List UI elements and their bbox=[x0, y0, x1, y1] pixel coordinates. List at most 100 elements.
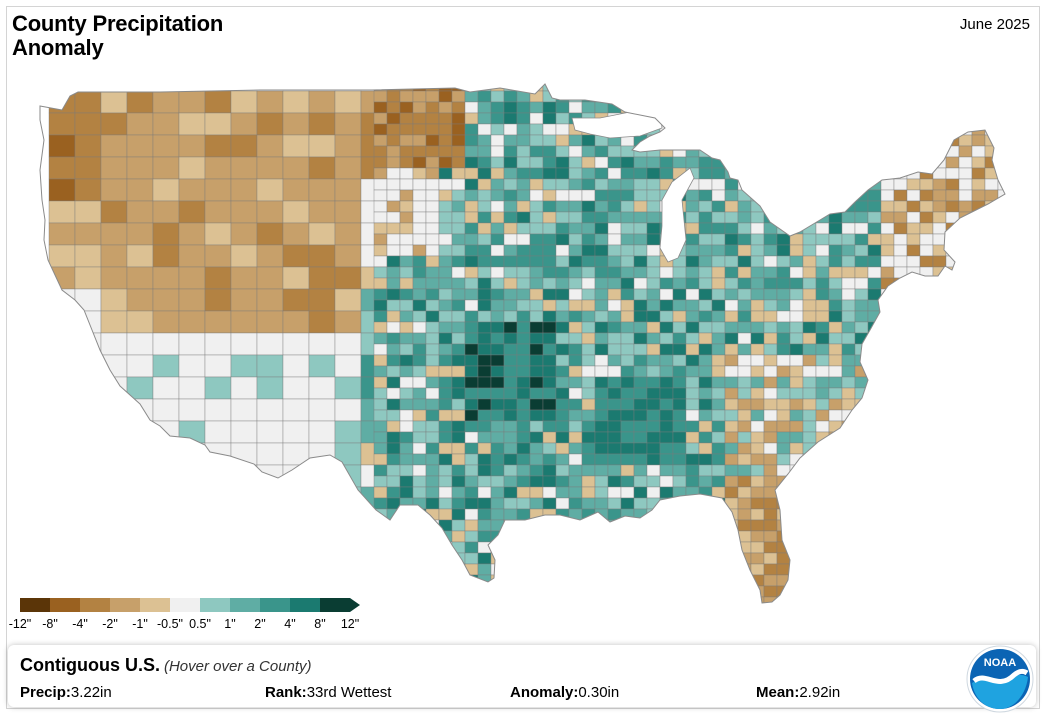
county-cell[interactable] bbox=[906, 552, 921, 565]
county-cell[interactable] bbox=[802, 189, 817, 202]
county-cell[interactable] bbox=[412, 332, 427, 345]
county-cell[interactable] bbox=[373, 167, 388, 180]
county-cell[interactable] bbox=[399, 189, 414, 202]
county-cell[interactable] bbox=[386, 541, 401, 554]
county-cell[interactable] bbox=[945, 90, 960, 103]
county-cell[interactable] bbox=[542, 497, 557, 510]
county-cell[interactable] bbox=[828, 189, 843, 202]
county-cell[interactable] bbox=[737, 277, 752, 290]
county-cell[interactable] bbox=[503, 486, 518, 499]
county-cell[interactable] bbox=[789, 244, 804, 257]
county-cell[interactable] bbox=[529, 244, 544, 257]
county-cell[interactable] bbox=[412, 167, 427, 180]
county-cell[interactable] bbox=[919, 101, 934, 114]
county-cell[interactable] bbox=[581, 486, 596, 499]
county-cell[interactable] bbox=[542, 464, 557, 477]
county-cell[interactable] bbox=[945, 178, 960, 191]
county-cell[interactable] bbox=[828, 332, 843, 345]
county-cell[interactable] bbox=[503, 420, 518, 433]
county-cell[interactable] bbox=[438, 453, 453, 466]
county-cell[interactable] bbox=[230, 376, 258, 400]
county-cell[interactable] bbox=[659, 508, 674, 521]
county-cell[interactable] bbox=[386, 365, 401, 378]
county-cell[interactable] bbox=[945, 354, 960, 367]
county-cell[interactable] bbox=[802, 475, 817, 488]
county-cell[interactable] bbox=[530, 608, 543, 619]
county-cell[interactable] bbox=[958, 167, 973, 180]
county-cell[interactable] bbox=[230, 442, 258, 466]
county-cell[interactable] bbox=[841, 453, 856, 466]
county-cell[interactable] bbox=[971, 541, 986, 554]
county-cell[interactable] bbox=[828, 101, 843, 114]
county-cell[interactable] bbox=[763, 541, 778, 554]
county-cell[interactable] bbox=[828, 321, 843, 334]
county-cell[interactable] bbox=[647, 608, 660, 619]
county-cell[interactable] bbox=[490, 244, 505, 257]
county-cell[interactable] bbox=[997, 574, 1011, 587]
county-cell[interactable] bbox=[516, 574, 531, 587]
county-cell[interactable] bbox=[74, 310, 102, 334]
county-cell[interactable] bbox=[373, 596, 388, 608]
county-cell[interactable] bbox=[789, 530, 804, 543]
county-cell[interactable] bbox=[230, 134, 258, 158]
county-cell[interactable] bbox=[725, 608, 738, 619]
county-cell[interactable] bbox=[595, 608, 608, 619]
county-cell[interactable] bbox=[425, 222, 440, 235]
county-cell[interactable] bbox=[685, 354, 700, 367]
county-cell[interactable] bbox=[958, 398, 973, 411]
county-cell[interactable] bbox=[776, 211, 791, 224]
county-cell[interactable] bbox=[620, 288, 635, 301]
county-cell[interactable] bbox=[919, 486, 934, 499]
county-cell[interactable] bbox=[594, 211, 609, 224]
county-cell[interactable] bbox=[464, 431, 479, 444]
county-cell[interactable] bbox=[399, 200, 414, 213]
county-cell[interactable] bbox=[711, 376, 726, 389]
county-cell[interactable] bbox=[724, 255, 739, 268]
county-cell[interactable] bbox=[464, 409, 479, 422]
county-cell[interactable] bbox=[815, 310, 830, 323]
county-cell[interactable] bbox=[451, 288, 466, 301]
county-cell[interactable] bbox=[646, 189, 661, 202]
county-cell[interactable] bbox=[607, 387, 622, 400]
county-cell[interactable] bbox=[698, 552, 713, 565]
county-cell[interactable] bbox=[932, 420, 947, 433]
county-cell[interactable] bbox=[607, 398, 622, 411]
county-cell[interactable] bbox=[607, 310, 622, 323]
county-cell[interactable] bbox=[737, 255, 752, 268]
county-cell[interactable] bbox=[373, 453, 388, 466]
county-cell[interactable] bbox=[256, 310, 284, 334]
county-cell[interactable] bbox=[985, 608, 998, 619]
county-cell[interactable] bbox=[932, 354, 947, 367]
county-cell[interactable] bbox=[646, 541, 661, 554]
county-cell[interactable] bbox=[425, 387, 440, 400]
county-cell[interactable] bbox=[880, 134, 895, 147]
county-cell[interactable] bbox=[776, 123, 791, 136]
county-cell[interactable] bbox=[893, 464, 908, 477]
county-cell[interactable] bbox=[763, 288, 778, 301]
county-cell[interactable] bbox=[48, 112, 76, 136]
county-cell[interactable] bbox=[867, 519, 882, 532]
county-cell[interactable] bbox=[464, 596, 479, 608]
county-cell[interactable] bbox=[932, 277, 947, 290]
county-cell[interactable] bbox=[971, 80, 986, 92]
county-cell[interactable] bbox=[230, 222, 258, 246]
county-cell[interactable] bbox=[737, 552, 752, 565]
county-cell[interactable] bbox=[620, 354, 635, 367]
county-cell[interactable] bbox=[386, 189, 401, 202]
county-cell[interactable] bbox=[581, 134, 596, 147]
county-cell[interactable] bbox=[763, 321, 778, 334]
county-cell[interactable] bbox=[425, 321, 440, 334]
county-cell[interactable] bbox=[646, 90, 661, 103]
county-cell[interactable] bbox=[503, 508, 518, 521]
county-cell[interactable] bbox=[958, 574, 973, 587]
county-cell[interactable] bbox=[178, 376, 206, 400]
county-cell[interactable] bbox=[230, 90, 258, 114]
county-cell[interactable] bbox=[815, 80, 830, 92]
county-cell[interactable] bbox=[711, 288, 726, 301]
county-cell[interactable] bbox=[763, 530, 778, 543]
county-cell[interactable] bbox=[906, 486, 921, 499]
county-cell[interactable] bbox=[776, 200, 791, 213]
county-cell[interactable] bbox=[815, 442, 830, 455]
county-cell[interactable] bbox=[425, 464, 440, 477]
county-cell[interactable] bbox=[672, 343, 687, 356]
